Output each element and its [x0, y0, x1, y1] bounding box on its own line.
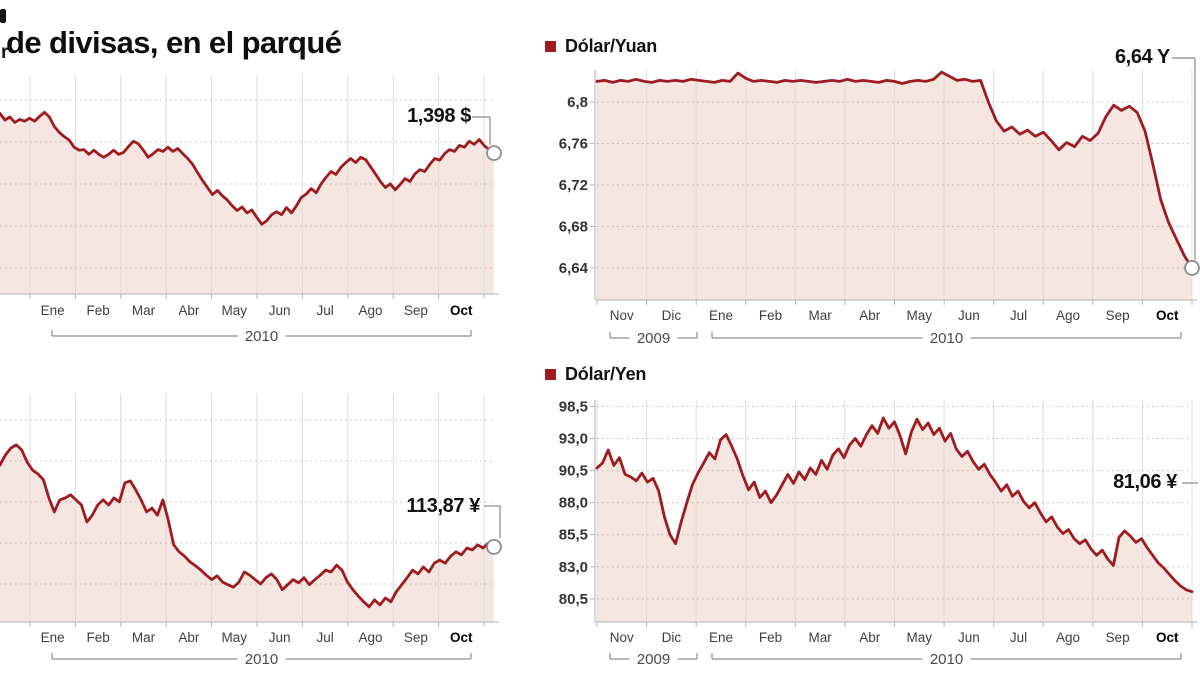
month-label: May [222, 630, 248, 645]
month-label: Mar [808, 308, 832, 323]
end-value-label-euro-dollar: 1,398 $ [407, 105, 471, 127]
y-tick-label: 93,0 [559, 430, 588, 447]
y-tick-label: 6,68 [559, 218, 588, 235]
end-point-marker [486, 538, 502, 555]
month-label: Ene [41, 630, 65, 645]
legend-label: Dólar/Yuan [565, 36, 658, 56]
month-label: May [907, 308, 933, 323]
end-point-marker [486, 145, 502, 161]
legend-dolar-yuan: Dólar/Yuan [545, 36, 657, 57]
y-tick-label: 80,5 [559, 591, 588, 608]
y-tick-label: 6,76 [559, 136, 588, 153]
month-label: Feb [86, 303, 109, 318]
y-tick-label: 90,5 [559, 463, 588, 480]
month-label: Abr [859, 308, 881, 323]
month-label: Oct [450, 630, 473, 645]
cut-title-glyph [0, 9, 6, 23]
month-label: Ago [358, 303, 382, 318]
legend-square-icon [545, 369, 556, 380]
chart-top-left-euro-dollar: Ene Feb Mar Abr May Jun Jul Ago Sep Oct 2010 [0, 75, 502, 345]
chart-dolar-yuan: 6,8 6,76 6,72 6,68 6,64 Nov Dic Ene Feb Mar Abr May… [559, 57, 1200, 347]
month-label: Jun [269, 303, 291, 318]
month-label: May [907, 630, 933, 645]
month-label: Mar [808, 630, 832, 645]
month-label: Abr [859, 630, 881, 645]
month-label: Jun [958, 630, 980, 645]
year-label: 2010 [245, 651, 278, 668]
y-tick-label: 88,0 [559, 495, 588, 512]
month-label: Abr [178, 630, 200, 645]
month-label: Feb [86, 630, 109, 645]
series-line [0, 443, 496, 609]
legend-square-icon [545, 41, 556, 52]
month-label: Ago [1056, 308, 1080, 323]
end-value-label-dolar-yuan: 6,64 Y [1114, 46, 1170, 68]
month-label: Sep [1106, 630, 1130, 645]
legend-label: Dólar/Yen [565, 364, 647, 384]
month-label: Oct [450, 303, 473, 318]
end-value-label-dolar-yen: 81,06 ¥ [1113, 471, 1177, 493]
year-label: 2009 [637, 651, 670, 668]
month-label: Sep [1106, 308, 1130, 323]
month-label: Oct [1156, 630, 1179, 645]
month-label: Sep [404, 303, 428, 318]
end-value-label-euro-yen: 113,87 ¥ [406, 495, 480, 517]
y-tick-label: 6,8 [567, 94, 588, 111]
month-label: Feb [759, 630, 782, 645]
month-label: Ago [1056, 630, 1080, 645]
month-label: Ene [709, 308, 733, 323]
legend-dolar-yen: Dólar/Yen [545, 364, 646, 385]
series-line [0, 110, 496, 226]
month-label: Mar [132, 630, 156, 645]
month-label: Jun [958, 308, 980, 323]
year-label: 2009 [637, 330, 670, 347]
year-label: 2010 [245, 328, 278, 345]
month-label: May [222, 303, 248, 318]
month-label: Jun [269, 630, 291, 645]
series-line [595, 70, 1194, 270]
area-fill [0, 112, 494, 294]
month-label: Dic [662, 630, 682, 645]
area-fill [0, 444, 494, 622]
month-label: Abr [178, 303, 200, 318]
month-label: Jul [1010, 630, 1027, 645]
y-tick-label: 6,72 [559, 177, 588, 194]
month-label: Sep [404, 630, 428, 645]
month-label: Jul [316, 303, 333, 318]
month-label: Dic [662, 308, 682, 323]
month-label: Nov [610, 630, 634, 645]
month-label: Mar [132, 303, 156, 318]
month-label: Jul [316, 630, 333, 645]
month-label: Ene [709, 630, 733, 645]
year-label: 2010 [930, 651, 963, 668]
page-title: de divisas, en el parqué [6, 24, 342, 60]
y-tick-label: 85,5 [559, 527, 588, 544]
y-tick-label: 6,64 [559, 260, 589, 277]
month-label: Ago [358, 630, 382, 645]
y-tick-label: 83,0 [559, 559, 588, 576]
cut-legend-fragment: r [1, 42, 9, 63]
series-line [595, 416, 1194, 594]
year-label: 2010 [930, 330, 963, 347]
chart-dolar-yen: 98,5 93,0 90,5 88,0 85,5 83,0 80,5 Nov Dic Ene Feb… [559, 398, 1198, 668]
month-label: Nov [610, 308, 634, 323]
month-label: Feb [759, 308, 782, 323]
y-tick-label: 98,5 [559, 398, 588, 415]
month-label: Ene [41, 303, 65, 318]
end-point-marker [1184, 259, 1200, 276]
month-label: Oct [1156, 308, 1179, 323]
month-label: Jul [1010, 308, 1027, 323]
chart-bottom-left-euro-yen: Ene Feb Mar Abr May Jun Jul Ago Sep Oct 2010 [0, 393, 502, 668]
